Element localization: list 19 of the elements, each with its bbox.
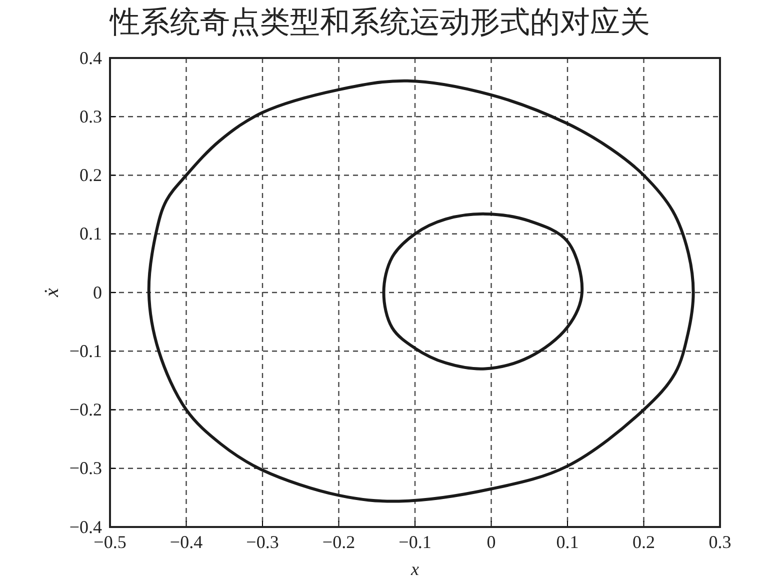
y-tick-label: 0.4 [80,48,102,68]
y-tick-label: −0.3 [69,458,102,478]
x-tick-label: 0.2 [632,532,655,552]
x-tick-label: −0.1 [398,532,432,552]
x-tick-label: 0 [486,532,496,552]
x-tick-label: 0.3 [708,532,732,552]
y-tick-label: 0 [93,282,102,302]
y-tick-label: −0.2 [69,400,102,420]
x-tick-label: −0.3 [246,532,279,552]
x-tick-label: −0.2 [322,532,356,552]
y-tick-label: 0.3 [80,106,102,126]
x-tick-label: 0.1 [556,532,579,552]
y-tick-label: 0.1 [80,224,102,244]
chart-title: 性系统奇点类型和系统运动形式的对应关 [109,6,650,39]
y-tick-label: 0.2 [80,165,102,186]
y-axis-title: ẋ [41,288,63,298]
x-axis-title: x [410,559,419,579]
y-tick-label: −0.1 [69,340,102,361]
x-tick-label: −0.4 [170,532,203,552]
